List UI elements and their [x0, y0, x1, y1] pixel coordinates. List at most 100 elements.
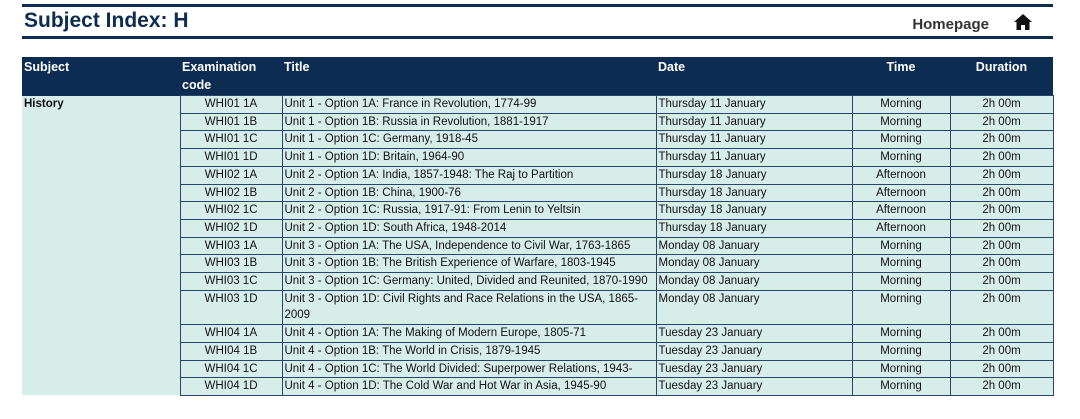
table-cell: Morning: [851, 236, 951, 256]
table-cell: Morning: [851, 95, 951, 114]
table-cell: Tuesday 23 January: [655, 359, 853, 379]
table-cell: 2h 00m: [949, 324, 1054, 343]
table-cell: 2h 00m: [949, 95, 1054, 114]
column-header: Time: [852, 57, 950, 96]
table-cell: 2h 00m: [949, 218, 1054, 238]
table-cell: WHI02 1D: [179, 218, 283, 238]
table-cell: Morning: [851, 254, 951, 274]
column-header: Subject: [22, 57, 180, 96]
table-cell: WHI04 1B: [179, 341, 283, 361]
table-cell: Morning: [851, 148, 951, 167]
table-cell: Morning: [851, 341, 951, 361]
table-cell: WHI01 1C: [179, 130, 283, 150]
table-cell: 2h 00m: [949, 236, 1054, 256]
table-row: WHI03 1B Unit 3 - Option 1B: The British …: [22, 254, 1054, 274]
table-cell: Morning: [851, 359, 951, 379]
page-title: Subject Index: H: [24, 9, 189, 32]
table-cell: 2h 00m: [949, 272, 1054, 291]
table-cell: Unit 2 - Option 1A: India, 1857-1948: Th…: [281, 165, 657, 185]
table-cell: Afternoon: [851, 201, 951, 220]
table-row: History WHI01 1A Unit 1 - Option 1A: Franc…: [22, 95, 1054, 396]
table-cell: Morning: [851, 272, 951, 291]
table-cell: Monday 08 January: [655, 254, 853, 274]
table-cell: Monday 08 January: [655, 236, 853, 256]
column-header: Duration: [950, 57, 1053, 96]
column-header: Examination code: [180, 57, 282, 96]
table-cell: Unit 3 - Option 1A: The USA, Independenc…: [281, 236, 657, 256]
table-row: WHI03 1C Unit 3 - Option 1C: Germany: Uni…: [22, 272, 1054, 291]
table-cell: 2h 00m: [949, 165, 1054, 185]
homepage-link[interactable]: Homepage: [912, 16, 989, 33]
home-icon[interactable]: [1013, 13, 1033, 31]
subject-cell: History: [22, 95, 181, 396]
table-cell: Tuesday 23 January: [655, 341, 853, 361]
table-cell: Unit 3 - Option 1B: The British Experien…: [281, 254, 657, 274]
table-cell: Thursday 11 January: [655, 130, 853, 150]
table-cell: Morning: [851, 130, 951, 150]
table-cell: 2h 00m: [949, 201, 1054, 220]
table-cell: Morning: [851, 324, 951, 343]
table-cell: Thursday 11 January: [655, 112, 853, 132]
table-cell: 2h 00m: [949, 359, 1054, 379]
table-cell: Morning: [851, 112, 951, 132]
table-cell: WHI02 1B: [179, 183, 283, 203]
table-cell: Unit 4 - Option 1B: The World in Crisis,…: [281, 341, 657, 361]
table-cell: 2h 00m: [949, 112, 1054, 132]
table-cell: Unit 2 - Option 1B: China, 1900-76: [281, 183, 657, 203]
table-cell: Unit 3 - Option 1C: Germany: United, Div…: [281, 272, 657, 291]
table-cell: Morning: [851, 377, 951, 396]
table-row: WHI01 1D Unit 1 - Option 1D: Britain, 196…: [22, 148, 1054, 167]
table-cell: Afternoon: [851, 165, 951, 185]
table-cell: WHI03 1A: [179, 236, 283, 256]
table-cell: Monday 08 January: [655, 272, 853, 291]
table-cell: WHI01 1B: [179, 112, 283, 132]
table-cell: Unit 1 - Option 1A: France in Revolution…: [281, 95, 657, 114]
index-table: Subject Examination code Title Date Time Dura…: [22, 57, 1054, 396]
table-row: WHI03 1D Unit 3 - Option 1D: Civil Rights…: [22, 289, 1054, 326]
table-cell: Thursday 18 January: [655, 218, 853, 238]
table-cell: Monday 08 January: [655, 289, 853, 326]
table-row: WHI03 1A Unit 3 - Option 1A: The USA, Ind…: [22, 236, 1054, 256]
table-cell: WHI03 1D: [179, 289, 283, 326]
table-cell: WHI03 1C: [179, 272, 283, 291]
table-cell: 2h 00m: [949, 289, 1054, 326]
column-header: Title: [282, 57, 656, 96]
table-cell: WHI04 1C: [179, 359, 283, 379]
table-cell: Unit 2 - Option 1C: Russia, 1917-91: Fro…: [281, 201, 657, 220]
table-cell: WHI04 1D: [179, 377, 283, 396]
table-row: WHI04 1D Unit 4 - Option 1D: The Cold War…: [22, 377, 1054, 396]
table-row: WHI04 1B Unit 4 - Option 1B: The World in…: [22, 341, 1054, 361]
table-cell: Unit 1 - Option 1C: Germany, 1918-45: [281, 130, 657, 150]
table-row: WHI01 1B Unit 1 - Option 1B: Russia in Re…: [22, 112, 1054, 132]
table-cell: WHI02 1C: [179, 201, 283, 220]
table-cell: Thursday 18 January: [655, 183, 853, 203]
table-cell: 2h 00m: [949, 130, 1054, 150]
table-cell: Unit 4 - Option 1D: The Cold War and Hot…: [281, 377, 657, 396]
table-cell: Unit 3 - Option 1D: Civil Rights and Rac…: [281, 289, 657, 326]
table-row: WHI04 1C Unit 4 - Option 1C: The World Di…: [22, 359, 1054, 379]
table-cell: 2h 00m: [949, 341, 1054, 361]
table-cell: 2h 00m: [949, 183, 1054, 203]
header: Subject Index: H Homepage: [22, 4, 1053, 39]
table-row: WHI04 1A Unit 4 - Option 1A: The Making o…: [22, 324, 1054, 343]
table-cell: Tuesday 23 January: [655, 377, 853, 396]
table-cell: WHI01 1A: [179, 95, 283, 114]
table-cell: Unit 1 - Option 1B: Russia in Revolution…: [281, 112, 657, 132]
table-cell: Thursday 11 January: [655, 95, 853, 114]
table-row: WHI02 1D Unit 2 - Option 1D: South Africa…: [22, 218, 1054, 238]
table-cell: WHI01 1D: [179, 148, 283, 167]
table-cell: WHI03 1B: [179, 254, 283, 274]
table-cell: 2h 00m: [949, 148, 1054, 167]
table-cell: Unit 4 - Option 1C: The World Divided: S…: [281, 359, 657, 379]
table-cell: Afternoon: [851, 218, 951, 238]
table-cell: 2h 00m: [949, 254, 1054, 274]
table-cell: 2h 00m: [949, 377, 1054, 396]
column-header: Date: [656, 57, 852, 96]
table-cell: Thursday 11 January: [655, 148, 853, 167]
table-cell: Unit 2 - Option 1D: South Africa, 1948-2…: [281, 218, 657, 238]
table-cell: Unit 1 - Option 1D: Britain, 1964-90: [281, 148, 657, 167]
table-row: WHI02 1B Unit 2 - Option 1B: China, 1900-…: [22, 183, 1054, 203]
table-cell: Thursday 18 January: [655, 201, 853, 220]
table-cell: Morning: [851, 289, 951, 326]
